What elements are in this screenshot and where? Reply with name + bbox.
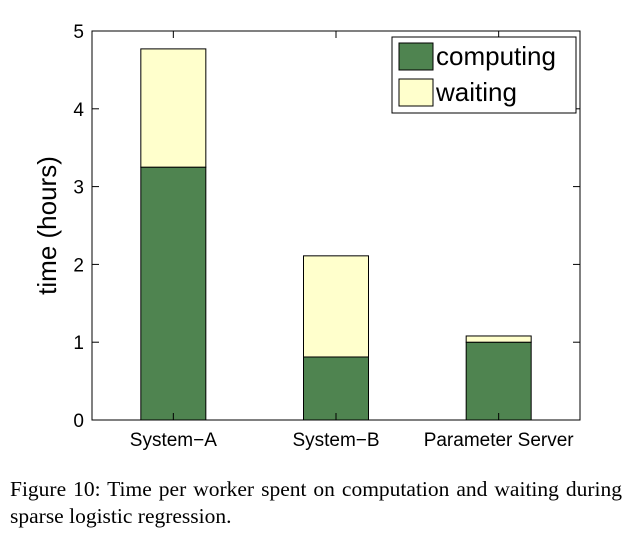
y-tick-label-2: 2 [73, 255, 84, 276]
legend-label-computing: computing [436, 41, 556, 71]
y-tick-label-5: 5 [73, 22, 84, 43]
x-tick-label-1: System−B [292, 430, 379, 451]
y-axis: 0 1 2 3 4 5 [73, 22, 580, 432]
y-tick-label-1: 1 [73, 333, 84, 354]
x-tick-label-2: Parameter Server [424, 430, 575, 451]
figure-caption: Figure 10: Time per worker spent on comp… [10, 477, 622, 528]
y-tick-label-0: 0 [73, 411, 84, 432]
y-axis-label: time (hours) [32, 156, 62, 295]
x-tick-label-0: System−A [130, 430, 217, 451]
x-axis: System−A System−B Parameter Server [130, 31, 575, 451]
legend-swatch-computing [398, 42, 434, 71]
legend-label-waiting: waiting [435, 77, 517, 107]
bar-computing-0 [140, 166, 207, 421]
y-tick-label-3: 3 [73, 178, 84, 199]
bars-group [140, 48, 532, 421]
bar-waiting-1 [303, 255, 369, 358]
y-tick-label-4: 4 [73, 100, 84, 121]
bar-waiting-0 [140, 48, 207, 168]
bar-computing-2 [465, 341, 532, 421]
legend-swatch-waiting [398, 78, 434, 107]
legend: computing waiting [391, 36, 577, 114]
bar-waiting-2 [465, 335, 532, 343]
bar-computing-1 [303, 356, 369, 421]
